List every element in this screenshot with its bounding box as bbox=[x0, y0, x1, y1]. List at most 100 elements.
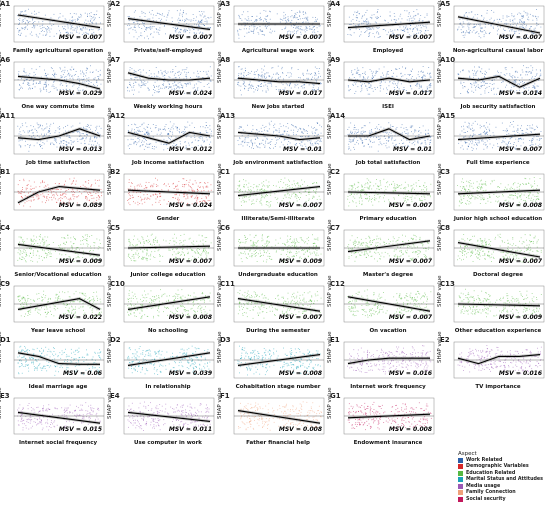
data-point bbox=[302, 132, 304, 134]
data-point bbox=[46, 198, 48, 200]
data-point bbox=[198, 32, 200, 34]
data-point bbox=[248, 31, 250, 33]
data-point bbox=[299, 90, 301, 92]
data-point bbox=[60, 205, 61, 207]
data-point bbox=[34, 26, 36, 28]
data-point bbox=[150, 34, 151, 36]
data-point bbox=[420, 24, 421, 26]
plot-area: MSV = 0.014 bbox=[453, 61, 545, 99]
data-point bbox=[266, 25, 268, 27]
data-point bbox=[88, 127, 90, 128]
data-point bbox=[349, 139, 351, 141]
data-point bbox=[199, 71, 201, 72]
data-point bbox=[537, 90, 538, 92]
data-point bbox=[377, 37, 379, 38]
data-point bbox=[294, 15, 296, 17]
data-point bbox=[484, 127, 486, 129]
data-point bbox=[237, 29, 239, 31]
msv-label: MSV = 0.012 bbox=[169, 146, 212, 153]
data-point bbox=[525, 26, 527, 28]
data-point bbox=[53, 139, 55, 141]
data-point bbox=[499, 19, 501, 21]
data-point bbox=[320, 75, 321, 77]
data-point bbox=[424, 139, 426, 141]
data-point bbox=[316, 80, 317, 82]
data-point bbox=[288, 197, 290, 199]
data-point bbox=[50, 123, 52, 125]
data-point bbox=[263, 69, 265, 71]
data-point bbox=[42, 125, 43, 127]
data-point bbox=[363, 145, 365, 147]
data-point bbox=[362, 78, 364, 80]
data-point bbox=[197, 70, 198, 72]
data-point bbox=[500, 26, 501, 28]
data-point bbox=[313, 26, 315, 27]
data-point bbox=[288, 20, 290, 22]
data-point bbox=[285, 14, 286, 16]
data-point bbox=[488, 128, 490, 130]
data-point bbox=[316, 89, 318, 91]
data-point bbox=[150, 143, 152, 145]
data-point bbox=[134, 135, 136, 137]
data-point bbox=[350, 149, 352, 151]
data-point bbox=[97, 180, 99, 181]
data-point bbox=[203, 141, 205, 143]
data-point bbox=[530, 148, 531, 150]
data-point bbox=[470, 128, 472, 130]
data-point bbox=[190, 77, 191, 78]
data-point bbox=[423, 26, 425, 27]
data-point bbox=[186, 72, 188, 74]
data-point bbox=[282, 19, 284, 21]
y-axis-label: SHAP value bbox=[217, 107, 223, 139]
data-point bbox=[414, 26, 416, 28]
data-point bbox=[260, 83, 262, 85]
data-point bbox=[197, 185, 199, 187]
data-point bbox=[472, 130, 474, 132]
data-point bbox=[413, 28, 415, 29]
data-point bbox=[476, 31, 478, 33]
data-point bbox=[504, 74, 506, 76]
data-point bbox=[371, 77, 373, 79]
data-point bbox=[184, 83, 186, 84]
data-point bbox=[306, 28, 308, 29]
data-point bbox=[246, 28, 247, 30]
x-axis-label: Job security satisfaction bbox=[460, 104, 536, 110]
data-point bbox=[175, 84, 177, 86]
panel-a10: A10 SHAP value Job security satisfaction MS… bbox=[437, 52, 550, 112]
data-point bbox=[141, 12, 143, 14]
data-point bbox=[499, 91, 501, 93]
data-point bbox=[514, 71, 516, 73]
data-point bbox=[163, 199, 165, 201]
data-point bbox=[80, 28, 82, 30]
data-point bbox=[379, 196, 381, 197]
data-point bbox=[472, 27, 474, 29]
data-point bbox=[297, 30, 299, 32]
data-point bbox=[360, 190, 362, 191]
data-point bbox=[376, 31, 378, 33]
data-point bbox=[296, 32, 297, 34]
data-point bbox=[297, 131, 299, 132]
data-point bbox=[255, 139, 256, 140]
data-point bbox=[29, 21, 31, 22]
data-point bbox=[427, 90, 429, 92]
data-point bbox=[265, 19, 267, 21]
data-point bbox=[49, 91, 51, 93]
data-point bbox=[370, 84, 372, 86]
data-point bbox=[386, 89, 388, 91]
data-point bbox=[48, 92, 50, 93]
data-point bbox=[255, 186, 257, 188]
data-point bbox=[300, 33, 302, 35]
data-point bbox=[468, 71, 470, 73]
data-point bbox=[528, 89, 529, 91]
data-point bbox=[204, 182, 206, 183]
data-point bbox=[66, 31, 68, 33]
data-point bbox=[529, 71, 530, 73]
data-point bbox=[46, 30, 48, 32]
data-point bbox=[284, 195, 286, 197]
data-point bbox=[261, 189, 263, 190]
data-point bbox=[198, 25, 200, 27]
data-point bbox=[28, 180, 30, 182]
data-point bbox=[44, 83, 46, 85]
data-point bbox=[165, 185, 167, 187]
data-point bbox=[349, 77, 350, 79]
